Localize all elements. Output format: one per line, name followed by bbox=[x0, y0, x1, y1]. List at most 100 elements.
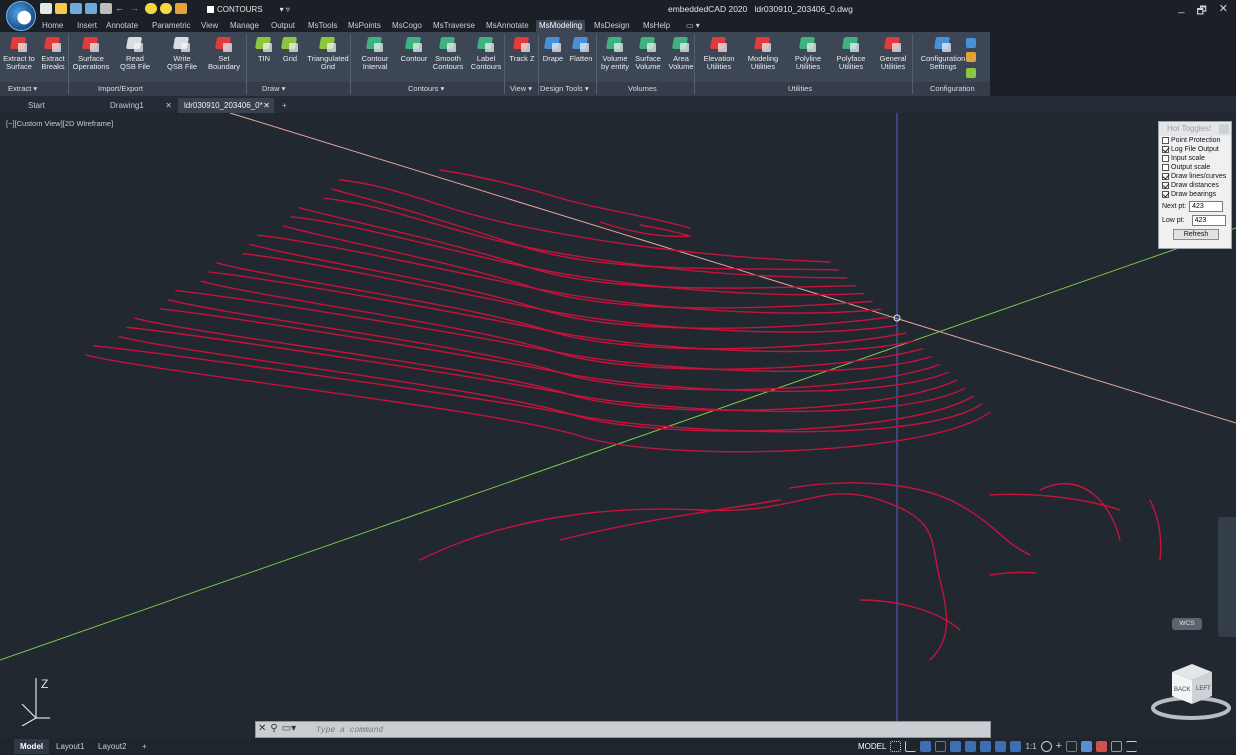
grid-button[interactable]: Grid bbox=[278, 35, 302, 63]
hot-toggle-row[interactable]: Point Protection bbox=[1159, 136, 1231, 145]
checkbox[interactable] bbox=[1162, 155, 1169, 162]
contour-line[interactable] bbox=[339, 179, 831, 263]
viewport-controls-label[interactable]: [−][Custom View][2D Wireframe] bbox=[6, 119, 114, 128]
tab-mshelp[interactable]: MsHelp bbox=[643, 21, 671, 30]
annotation-scale-icon[interactable] bbox=[1010, 740, 1022, 752]
tab-annotate[interactable]: Annotate bbox=[106, 21, 139, 30]
checkbox[interactable] bbox=[1162, 146, 1169, 153]
close-command-line-icon[interactable]: ✕ bbox=[258, 723, 267, 734]
config-sub-icon-1[interactable] bbox=[966, 38, 976, 48]
grid-icon[interactable] bbox=[890, 740, 902, 752]
contour-line[interactable] bbox=[175, 289, 932, 372]
save-as-icon[interactable] bbox=[85, 3, 97, 14]
minimize-button[interactable]: _ bbox=[1178, 2, 1185, 14]
isolate-objects-icon[interactable] bbox=[1111, 740, 1123, 752]
panel-label[interactable]: Volumes bbox=[628, 84, 657, 93]
panel-label[interactable]: Design Tools ▾ bbox=[540, 84, 589, 93]
contour-line[interactable] bbox=[859, 599, 961, 631]
tab-mstools[interactable]: MsTools bbox=[308, 21, 338, 30]
contour-line[interactable] bbox=[599, 221, 691, 238]
layout-tab-model[interactable]: Model bbox=[14, 739, 50, 754]
tab-msannotate[interactable]: MsAnnotate bbox=[486, 21, 529, 30]
panel-label[interactable]: Extract ▾ bbox=[8, 84, 38, 93]
model-space-toggle[interactable]: MODEL bbox=[858, 741, 887, 751]
tab-msmodeling[interactable]: MsModeling bbox=[536, 20, 586, 32]
surface-operations-button[interactable]: Surface Operations bbox=[70, 35, 112, 71]
annotation-visibility-icon[interactable] bbox=[980, 740, 992, 752]
units-icon[interactable] bbox=[1066, 740, 1078, 752]
hot-toggle-row[interactable]: Draw distances bbox=[1159, 181, 1231, 190]
tin-button[interactable]: TIN bbox=[252, 35, 276, 63]
auto-scale-icon[interactable] bbox=[995, 740, 1007, 752]
hot-toggle-row[interactable]: Draw bearings bbox=[1159, 190, 1231, 199]
new-file-icon[interactable] bbox=[40, 3, 52, 14]
isodraft-icon[interactable] bbox=[935, 740, 947, 752]
app-menu-button[interactable]: ⬤ bbox=[6, 1, 36, 31]
object-snap-icon[interactable] bbox=[965, 740, 977, 752]
area-volume-button[interactable]: Area Volume bbox=[664, 35, 698, 71]
layer-lock-icon[interactable] bbox=[175, 3, 187, 14]
lock-ui-icon[interactable] bbox=[1096, 740, 1108, 752]
tab-drawing1[interactable]: Drawing1 ✕ bbox=[90, 98, 176, 113]
panel-label[interactable]: Import/Export bbox=[98, 84, 144, 93]
label-contours-button[interactable]: Label Contours bbox=[466, 35, 506, 71]
set-boundary-button[interactable]: Set Boundary bbox=[204, 35, 244, 71]
contour-line[interactable] bbox=[323, 197, 848, 279]
modeling-utilities-button[interactable]: Modeling Utilities bbox=[740, 35, 786, 71]
polyline-utilities-button[interactable]: Polyline Utilities bbox=[786, 35, 830, 71]
plus-icon[interactable]: + bbox=[1055, 740, 1063, 752]
close-button[interactable]: ✕ bbox=[1218, 3, 1228, 15]
ribbon-toggle-icon[interactable]: ▭ ▾ bbox=[686, 21, 700, 30]
contour-line[interactable] bbox=[159, 308, 949, 392]
extract-breaks-button[interactable]: Extract Breaks bbox=[36, 35, 70, 71]
hot-toggle-row[interactable]: Input scale bbox=[1159, 154, 1231, 163]
contour-interval-button[interactable]: Contour Interval bbox=[354, 35, 396, 71]
write-qsb-button[interactable]: Write QSB File bbox=[160, 35, 204, 71]
contour-line[interactable] bbox=[419, 493, 948, 661]
refresh-button[interactable]: Refresh bbox=[1173, 229, 1219, 240]
new-tab-button[interactable]: + bbox=[278, 98, 294, 113]
contour-line[interactable] bbox=[257, 234, 882, 314]
wcs-menu[interactable]: WCS bbox=[1172, 618, 1202, 630]
hot-toggle-row[interactable]: Output scale bbox=[1159, 163, 1231, 172]
tab-active-drawing[interactable]: ldr030910_203406_0* ✕ bbox=[178, 98, 274, 113]
read-qsb-button[interactable]: Read QSB File bbox=[112, 35, 158, 71]
panel-label[interactable]: Configuration bbox=[930, 84, 975, 93]
layout-tab-layout1[interactable]: Layout1 bbox=[56, 742, 85, 751]
checkbox[interactable] bbox=[1162, 182, 1169, 189]
save-icon[interactable] bbox=[70, 3, 82, 14]
panel-label[interactable]: Draw ▾ bbox=[262, 84, 286, 93]
annotation-scale-value[interactable]: 1:1 bbox=[1025, 741, 1037, 751]
contour-line[interactable] bbox=[85, 354, 991, 453]
tab-msdesign[interactable]: MsDesign bbox=[594, 21, 630, 30]
contour-line[interactable] bbox=[331, 188, 840, 271]
layer-sun-icon[interactable] bbox=[160, 3, 172, 14]
contour-line[interactable] bbox=[290, 216, 865, 296]
config-sub-icon-3[interactable] bbox=[966, 68, 976, 78]
customization-menu-icon[interactable] bbox=[1126, 740, 1138, 752]
contour-line[interactable] bbox=[559, 499, 781, 541]
contour-button[interactable]: Contour bbox=[398, 35, 430, 63]
recent-commands-icon[interactable]: ▭▾ bbox=[281, 723, 297, 734]
polar-tracking-icon[interactable] bbox=[920, 740, 932, 752]
smooth-contours-button[interactable]: Smooth Contours bbox=[430, 35, 466, 71]
tab-start[interactable]: Start bbox=[8, 98, 88, 113]
open-file-icon[interactable] bbox=[55, 3, 67, 14]
tab-mscogo[interactable]: MsCogo bbox=[392, 21, 422, 30]
checkbox[interactable] bbox=[1162, 173, 1169, 180]
contour-line[interactable] bbox=[1039, 483, 1121, 541]
hot-toggle-row[interactable]: Log File Output bbox=[1159, 145, 1231, 154]
contour-line[interactable] bbox=[241, 252, 899, 333]
extract-to-surface-button[interactable]: Extract to Surface bbox=[2, 35, 36, 71]
contour-line[interactable] bbox=[298, 206, 856, 289]
quick-properties-icon[interactable] bbox=[1081, 740, 1093, 752]
polyface-utilities-button[interactable]: Polyface Utilities bbox=[830, 35, 872, 71]
restore-button[interactable]: 🗗 bbox=[1196, 5, 1207, 17]
customize-icon[interactable]: ⚲ bbox=[270, 723, 278, 734]
layout-tab-layout2[interactable]: Layout2 bbox=[98, 742, 127, 751]
close-tab-icon[interactable]: ✕ bbox=[165, 101, 172, 110]
drawing-canvas[interactable] bbox=[0, 113, 1236, 738]
contour-line[interactable] bbox=[989, 571, 1036, 576]
hot-toggle-row[interactable]: Draw lines/curves bbox=[1159, 172, 1231, 181]
contour-line[interactable] bbox=[126, 326, 966, 413]
